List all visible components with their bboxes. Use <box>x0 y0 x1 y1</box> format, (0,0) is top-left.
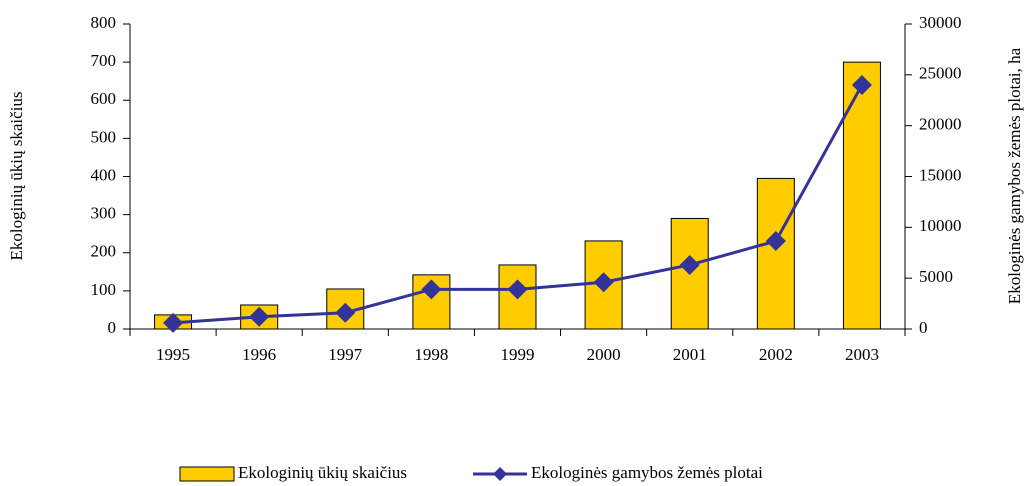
line-marker <box>679 254 700 275</box>
bar <box>842 61 881 330</box>
line-marker <box>421 279 442 300</box>
y-tick-label: 800 <box>91 13 117 32</box>
y2-tick-label: 20000 <box>919 115 962 134</box>
line-marker <box>507 279 528 300</box>
y-axis-title: Ekologinių ūkių skaičius <box>7 91 26 260</box>
legend-label: Ekologinės gamybos žemės plotai <box>531 463 763 482</box>
x-tick-label: 1997 <box>328 345 363 364</box>
y-tick-label: 500 <box>91 127 117 146</box>
y-tick-label: 700 <box>91 51 117 70</box>
y-tick-label: 100 <box>91 280 117 299</box>
y2-axis-title: Ekologinės gamybos žemės plotai, ha <box>1005 47 1024 304</box>
y2-tick-label: 25000 <box>919 64 962 83</box>
line-marker <box>163 312 184 333</box>
x-tick-label: 2003 <box>845 345 879 364</box>
line-marker <box>335 302 356 323</box>
y-tick-label: 300 <box>91 204 117 223</box>
legend-label: Ekologinių ūkių skaičius <box>238 463 407 482</box>
y2-tick-label: 15000 <box>919 165 962 184</box>
x-tick-label: 2002 <box>759 345 793 364</box>
line-marker <box>851 75 872 95</box>
y-tick-label: 200 <box>91 242 117 261</box>
x-tick-label: 2000 <box>587 345 621 364</box>
y2-tick-label: 0 <box>919 318 928 337</box>
y2-tick-label: 30000 <box>919 13 962 32</box>
x-tick-label: 1995 <box>156 345 190 364</box>
y-tick-label: 600 <box>91 89 117 108</box>
legend-swatch-marker <box>493 467 508 481</box>
y-tick-label: 0 <box>108 318 117 337</box>
y2-tick-label: 5000 <box>919 267 953 286</box>
x-tick-label: 1996 <box>242 345 276 364</box>
y2-tick-label: 10000 <box>919 216 962 235</box>
bar <box>756 177 795 330</box>
line-marker <box>249 306 270 327</box>
line-marker <box>765 231 786 252</box>
x-tick-label: 2001 <box>673 345 707 364</box>
y-tick-label: 400 <box>91 165 117 184</box>
x-tick-label: 1998 <box>414 345 448 364</box>
x-tick-label: 1999 <box>501 345 535 364</box>
legend-swatch <box>179 466 235 482</box>
line-marker <box>593 272 614 293</box>
